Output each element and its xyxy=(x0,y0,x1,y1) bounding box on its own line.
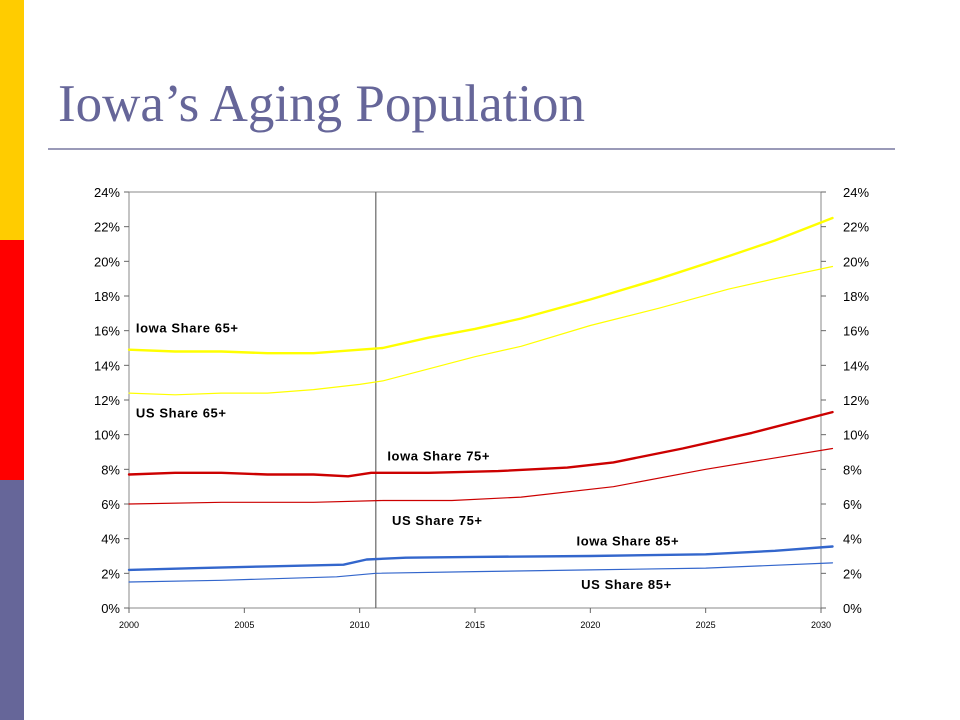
series-line-1 xyxy=(128,265,834,396)
y-tick-label-right: 0% xyxy=(843,601,862,616)
y-tick-label-right: 16% xyxy=(843,324,869,339)
series-annotation: US Share 85+ xyxy=(581,577,672,592)
y-tick-label-left: 20% xyxy=(94,254,120,269)
y-tick-label-left: 10% xyxy=(94,428,120,443)
x-tick-label: 2020 xyxy=(580,620,600,630)
y-tick-label-left: 18% xyxy=(94,289,120,304)
title-divider xyxy=(48,148,895,150)
accent-bar-red xyxy=(0,240,24,480)
accent-sidebar xyxy=(0,0,24,720)
plot-area-frame xyxy=(128,191,822,609)
y-tick-label-right: 14% xyxy=(843,358,869,373)
y-tick-label-left: 6% xyxy=(101,497,120,512)
y-tick-label-right: 4% xyxy=(843,532,862,547)
x-tick-label: 2025 xyxy=(696,620,716,630)
x-tick-label: 2000 xyxy=(119,620,139,630)
accent-bar-blue xyxy=(0,480,24,720)
y-tick-label-left: 12% xyxy=(94,393,120,408)
series-annotation: Iowa Share 85+ xyxy=(576,534,679,549)
y-tick-label-left: 14% xyxy=(94,358,120,373)
y-tick-label-right: 10% xyxy=(843,428,869,443)
y-tick-label-left: 2% xyxy=(101,566,120,581)
y-tick-label-right: 18% xyxy=(843,289,869,304)
slide-title: Iowa’s Aging Population xyxy=(58,75,586,133)
series-line-5 xyxy=(128,562,834,583)
y-tick-label-right: 22% xyxy=(843,220,869,235)
series-annotation: US Share 65+ xyxy=(136,405,227,420)
accent-bar-yellow xyxy=(0,0,24,240)
y-tick-label-right: 12% xyxy=(843,393,869,408)
y-tick-label-right: 8% xyxy=(843,462,862,477)
y-tick-label-left: 8% xyxy=(101,462,120,477)
y-tick-label-right: 6% xyxy=(843,497,862,512)
y-tick-label-left: 0% xyxy=(101,601,120,616)
series-line-0 xyxy=(127,216,834,355)
y-tick-label-right: 24% xyxy=(843,185,869,200)
x-tick-label: 2015 xyxy=(465,620,485,630)
x-tick-label: 2030 xyxy=(811,620,831,630)
y-tick-label-left: 24% xyxy=(94,185,120,200)
x-tick-label: 2005 xyxy=(234,620,254,630)
series-annotation: US Share 75+ xyxy=(392,513,483,528)
series-annotation: Iowa Share 65+ xyxy=(136,320,239,335)
y-tick-label-left: 4% xyxy=(101,532,120,547)
y-tick-label-left: 22% xyxy=(94,220,120,235)
series-line-4 xyxy=(127,545,834,572)
series-line-2 xyxy=(127,410,834,478)
y-tick-label-left: 16% xyxy=(94,324,120,339)
x-tick-label: 2010 xyxy=(350,620,370,630)
series-line-3 xyxy=(128,447,834,505)
line-chart: 0% 2% 4% 6% 8% 10% 12% 14% 16% 18% 20% 22% 24% 0% 2% 4%… xyxy=(94,185,869,630)
series-annotation: Iowa Share 75+ xyxy=(387,449,490,464)
y-tick-label-right: 2% xyxy=(843,566,862,581)
y-tick-label-right: 20% xyxy=(843,254,869,269)
